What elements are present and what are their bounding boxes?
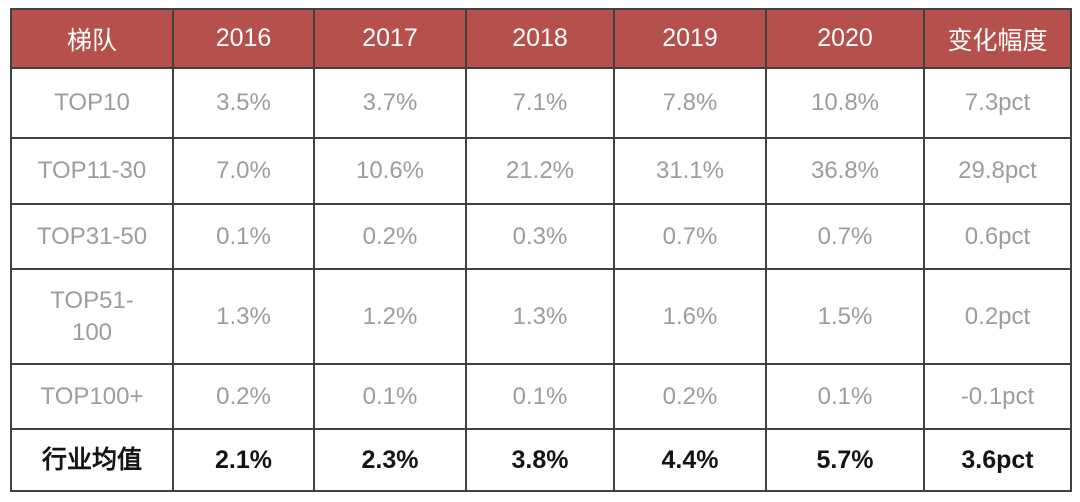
cell-value: 4.4%: [613, 428, 767, 492]
cell-value: 36.8%: [765, 137, 925, 205]
cell-value: 10.8%: [765, 67, 925, 139]
tier-label: TOP31-50: [10, 203, 174, 270]
table-row-top11-30: TOP11-30 7.0% 10.6% 21.2% 31.1% 36.8% 29…: [10, 137, 1072, 205]
cell-value: 3.6pct: [923, 428, 1072, 492]
cell-value: 0.2pct: [923, 268, 1072, 365]
cell-value: 2.1%: [172, 428, 315, 492]
column-header-2019: 2019: [613, 8, 767, 69]
table-row-top51-100: TOP51- 100 1.3% 1.2% 1.3% 1.6% 1.5% 0.2p…: [10, 268, 1072, 365]
cell-value: 7.0%: [172, 137, 315, 205]
cell-value: 7.8%: [613, 67, 767, 139]
cell-value: 21.2%: [465, 137, 615, 205]
table-row-top100plus: TOP100+ 0.2% 0.1% 0.1% 0.2% 0.1% -0.1pct: [10, 363, 1072, 430]
cell-value: 2.3%: [313, 428, 467, 492]
tier-label: TOP11-30: [10, 137, 174, 205]
header-row: 梯队 2016 2017 2018 2019 2020 变化幅度: [10, 8, 1072, 69]
table-row-top31-50: TOP31-50 0.1% 0.2% 0.3% 0.7% 0.7% 0.6pct: [10, 203, 1072, 270]
cell-value: 5.7%: [765, 428, 925, 492]
cell-value: 0.7%: [613, 203, 767, 270]
cell-value: 3.7%: [313, 67, 467, 139]
cell-value: 0.2%: [313, 203, 467, 270]
cell-value: 31.1%: [613, 137, 767, 205]
cell-value: 0.1%: [465, 363, 615, 430]
column-header-2020: 2020: [765, 8, 925, 69]
tier-share-table: 梯队 2016 2017 2018 2019 2020 变化幅度 TOP10 3…: [10, 8, 1072, 492]
cell-value: 0.6pct: [923, 203, 1072, 270]
cell-value: 0.1%: [172, 203, 315, 270]
cell-value: 1.3%: [465, 268, 615, 365]
cell-value: 1.2%: [313, 268, 467, 365]
column-header-2017: 2017: [313, 8, 467, 69]
cell-value: 1.3%: [172, 268, 315, 365]
tier-label: TOP10: [10, 67, 174, 139]
cell-value: 10.6%: [313, 137, 467, 205]
cell-value: 0.3%: [465, 203, 615, 270]
cell-value: 29.8pct: [923, 137, 1072, 205]
cell-value: 3.8%: [465, 428, 615, 492]
cell-value: 0.1%: [313, 363, 467, 430]
column-header-change: 变化幅度: [923, 8, 1072, 69]
cell-value: 1.5%: [765, 268, 925, 365]
cell-value: 7.3pct: [923, 67, 1072, 139]
cell-value: 0.2%: [613, 363, 767, 430]
tier-label: TOP51- 100: [10, 268, 174, 365]
cell-value: 0.1%: [765, 363, 925, 430]
tier-label: TOP100+: [10, 363, 174, 430]
tier-label: 行业均值: [10, 428, 174, 492]
cell-value: 0.7%: [765, 203, 925, 270]
cell-value: 0.2%: [172, 363, 315, 430]
cell-value: 1.6%: [613, 268, 767, 365]
column-header-tier: 梯队: [10, 8, 174, 69]
table-row-top10: TOP10 3.5% 3.7% 7.1% 7.8% 10.8% 7.3pct: [10, 67, 1072, 139]
cell-value: 3.5%: [172, 67, 315, 139]
column-header-2016: 2016: [172, 8, 315, 69]
table-row-industry-average: 行业均值 2.1% 2.3% 3.8% 4.4% 5.7% 3.6pct: [10, 428, 1072, 492]
cell-value: -0.1pct: [923, 363, 1072, 430]
column-header-2018: 2018: [465, 8, 615, 69]
cell-value: 7.1%: [465, 67, 615, 139]
